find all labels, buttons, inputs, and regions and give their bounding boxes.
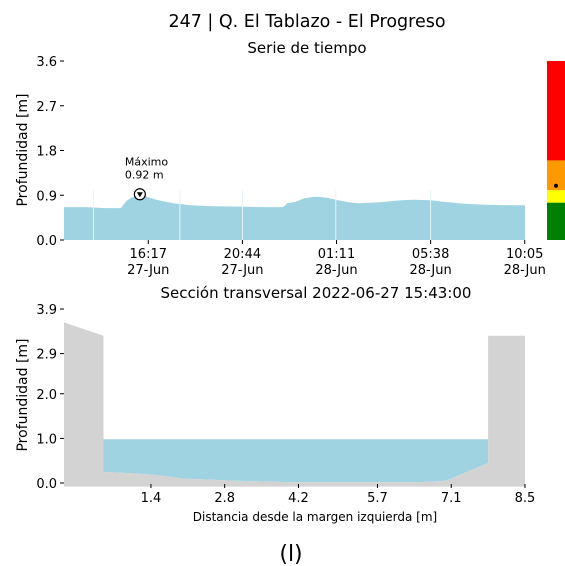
time-series-gridlines — [92, 190, 432, 240]
current-level-marker — [554, 183, 558, 188]
cross-section-y-axis: 0.0 1.0 2.0 2.9 3.9 — [36, 303, 64, 492]
cross-section-xtick-label: 4.2 — [288, 491, 309, 506]
maximum-value: 0.92 m — [125, 168, 164, 181]
cross-section-xtick-label: 5.7 — [367, 491, 388, 506]
maximum-label: Máximo — [125, 155, 169, 168]
cross-section-x-axis: 1.4 2.8 4.2 5.7 7.1 8.5 — [141, 484, 536, 506]
time-series-area — [64, 194, 525, 240]
time-series-x-axis: 16:1727-Jun20:4427-Jun01:1128-Jun05:3828… — [127, 240, 546, 278]
cross-section-xtick-label: 1.4 — [141, 491, 162, 506]
time-series-ytick-label: 3.6 — [36, 55, 57, 70]
figure-title: 247 | Q. El Tablazo - El Progreso — [168, 12, 445, 32]
time-series-ylabel: Profundidad [m] — [15, 93, 31, 206]
time-series-xtick-date: 27-Jun — [221, 263, 263, 278]
figure-caption: (l) — [279, 542, 302, 566]
maximum-annotation: Máximo 0.92 m — [125, 155, 169, 201]
cross-section-ytick-label: 0.0 — [36, 477, 57, 492]
cross-section-ytick-label: 2.9 — [36, 348, 57, 363]
time-series-y-axis: 0.0 0.9 1.8 2.7 3.6 — [36, 55, 64, 249]
time-series-ytick-label: 1.8 — [36, 145, 57, 160]
cross-section-ytick-label: 3.9 — [36, 303, 57, 318]
cross-section-xlabel: Distancia desde la margen izquierda [m] — [193, 510, 437, 524]
time-series-ytick-label: 2.7 — [36, 100, 57, 115]
terrain-area — [64, 322, 525, 487]
time-series-xtick-time: 10:05 — [506, 247, 543, 262]
cross-section-xtick-label: 7.1 — [441, 491, 462, 506]
time-series-xtick-date: 28-Jun — [315, 263, 357, 278]
cross-section-xtick-label: 2.8 — [214, 491, 235, 506]
time-series-xtick-date: 28-Jun — [409, 263, 451, 278]
time-series-ytick-label: 0.9 — [36, 189, 57, 204]
time-series-chart: Serie de tiempo Profundidad [m] 0.0 0.9 1.… — [15, 39, 565, 278]
cross-section-chart: Sección transversal 2022-06-27 15:43:00 … — [15, 284, 535, 524]
time-series-xtick-date: 28-Jun — [504, 263, 546, 278]
time-series-xtick-time: 20:44 — [224, 247, 261, 262]
time-series-title: Serie de tiempo — [247, 39, 366, 57]
alert-level-orange — [547, 160, 565, 191]
cross-section-title: Sección transversal 2022-06-27 15:43:00 — [161, 284, 472, 302]
cross-section-xtick-label: 8.5 — [515, 491, 536, 506]
time-series-xtick-time: 05:38 — [412, 247, 449, 262]
cross-section-ylabel: Profundidad [m] — [15, 338, 31, 451]
water-area — [103, 439, 489, 483]
time-series-xtick-time: 16:17 — [130, 247, 167, 262]
maximum-marker-arrow — [136, 192, 143, 198]
time-series-ytick-label: 0.0 — [36, 234, 57, 249]
cross-section-ytick-label: 1.0 — [36, 432, 57, 447]
cross-section-ytick-label: 2.0 — [36, 388, 57, 403]
time-series-xtick-date: 27-Jun — [127, 263, 169, 278]
alert-level-green — [547, 202, 565, 240]
alert-level-yellow — [547, 190, 565, 203]
alert-level-bar — [547, 61, 565, 240]
time-series-xtick-time: 01:11 — [318, 247, 355, 262]
alert-level-red — [547, 61, 565, 161]
